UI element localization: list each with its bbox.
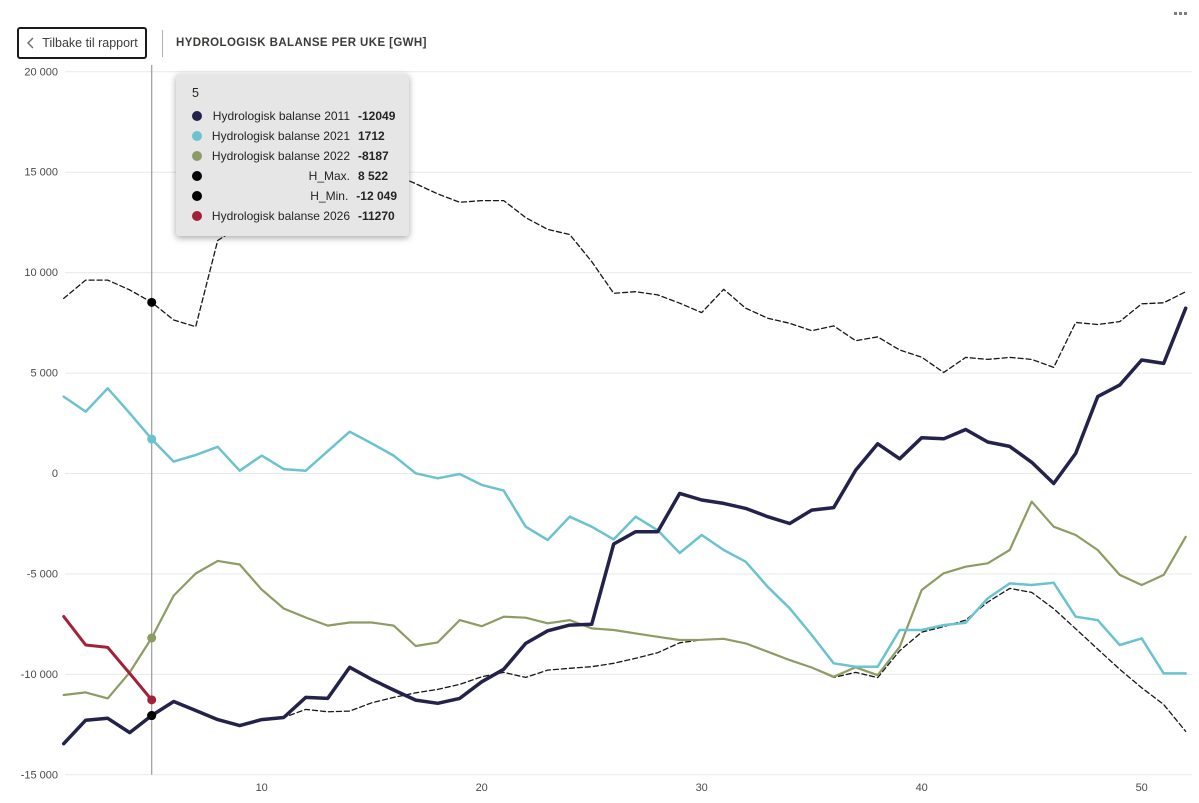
tooltip-series-value: 1712	[358, 129, 385, 143]
series-marker-dot	[147, 711, 157, 721]
tooltip-row: Hydrologisk balanse 2022 -8187	[186, 146, 397, 166]
tooltip-row: H_Min. -12 049	[186, 186, 397, 206]
series-marker-dot	[147, 695, 157, 705]
y-axis-tick-label: -5 000	[27, 568, 58, 580]
y-axis-tick-label: 5 000	[30, 368, 58, 380]
x-axis-tick-label: 30	[696, 782, 708, 794]
series-line	[62, 387, 1187, 675]
series-color-dot-icon	[192, 211, 202, 221]
y-axis-tick-label: 0	[52, 468, 58, 480]
tooltip-rows: Hydrologisk balanse 2011 -12049 Hydrologis…	[186, 106, 397, 226]
series-color-dot-icon	[192, 171, 202, 181]
x-axis-tick-label: 50	[1136, 782, 1148, 794]
series-color-dot-icon	[192, 111, 202, 121]
chevron-left-icon	[27, 37, 34, 49]
y-axis-tick-label: 10 000	[24, 267, 58, 279]
y-axis-tick-label: 20 000	[24, 66, 58, 78]
page-title: HYDROLOGISK BALANSE PER UKE [GWH]	[176, 37, 427, 49]
series-color-dot-icon	[192, 131, 202, 141]
tooltip-series-label: H_Min.	[310, 189, 349, 203]
tooltip-series-label: H_Max.	[308, 169, 350, 183]
tooltip-series-value: -11270	[358, 209, 395, 223]
y-axis-tick-label: -10 000	[21, 669, 58, 681]
series-line	[63, 173, 1187, 374]
y-axis-tick-label: 15 000	[24, 167, 58, 179]
x-axis-tick-label: 40	[916, 782, 928, 794]
back-to-report-button[interactable]: Tilbake til rapport	[17, 27, 147, 59]
tooltip-row: Hydrologisk balanse 2011 -12049	[186, 106, 397, 126]
tooltip-series-value: -12 049	[356, 189, 397, 203]
tooltip-week-label: 5	[192, 86, 199, 100]
series-line	[63, 587, 1187, 745]
tooltip-series-label: Hydrologisk balanse 2022	[211, 149, 350, 163]
more-options-icon[interactable]	[1170, 8, 1191, 19]
tooltip-series-value: -12049	[358, 109, 396, 123]
tooltip-row: Hydrologisk balanse 2021 1712	[186, 126, 397, 146]
chart-tooltip: 5 Hydrologisk balanse 2011 -12049 Hydrolog…	[176, 74, 409, 236]
series-marker-dot	[147, 297, 157, 307]
y-axis-tick-label: -15 000	[21, 769, 58, 781]
series-line	[62, 500, 1187, 700]
series-marker-dot	[147, 633, 157, 643]
series-color-dot-icon	[192, 151, 202, 161]
tooltip-series-value: -8187	[358, 149, 389, 163]
series-marker-dot	[147, 434, 157, 444]
x-axis-tick-label: 10	[256, 782, 268, 794]
back-to-report-label: Tilbake til rapport	[42, 36, 138, 50]
tooltip-series-value: 8 522	[358, 169, 389, 183]
tooltip-series-label: Hydrologisk balanse 2021	[211, 129, 350, 143]
tooltip-row: Hydrologisk balanse 2026 -11270	[186, 206, 397, 226]
tooltip-series-label: Hydrologisk balanse 2026	[211, 209, 350, 223]
x-axis-tick-label: 20	[476, 782, 488, 794]
series-line	[62, 615, 154, 702]
tooltip-row: H_Max. 8 522	[186, 166, 397, 186]
series-line	[61, 306, 1188, 746]
series-color-dot-icon	[192, 191, 202, 201]
tooltip-series-label: Hydrologisk balanse 2011	[212, 109, 350, 123]
header-divider	[162, 30, 163, 57]
